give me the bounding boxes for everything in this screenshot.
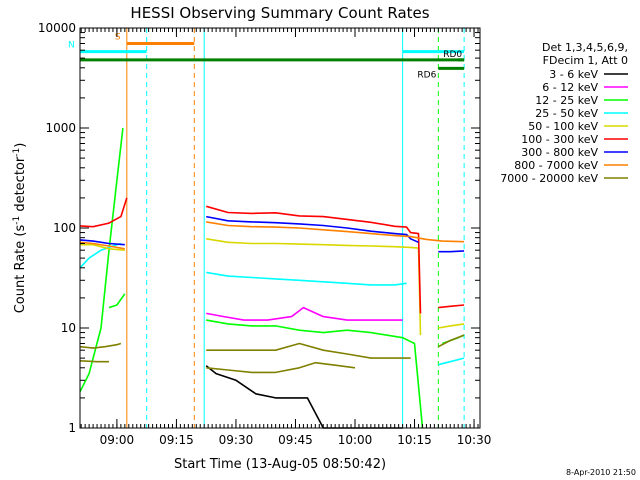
series-line (79, 197, 128, 228)
legend-label: 100 - 300 keV (521, 133, 598, 146)
legend: Det 1,3,4,5,6,9, FDecim 1, Att 0 3 - 6 k… (500, 41, 628, 185)
legend-label: 800 - 7000 keV (514, 159, 598, 172)
series-line (206, 238, 422, 336)
x-tick-label: 09:30 (219, 433, 254, 447)
y-axis-label-part1: Count Rate (s (13, 225, 28, 314)
legend-title-line-1: Det 1,3,4,5,6,9, (542, 41, 628, 54)
series-line (206, 306, 403, 321)
legend-label: 12 - 25 keV (535, 94, 598, 107)
series-line (79, 242, 122, 269)
series-line (437, 334, 465, 348)
series-line (438, 357, 465, 366)
x-axis-label: Start Time (13-Aug-05 08:50:42) (174, 457, 386, 472)
y-tick-label: 1000 (45, 121, 76, 135)
y-tick-label: 10000 (38, 21, 76, 35)
x-tick-label: 09:15 (159, 433, 194, 447)
legend-title-line-2: FDecim 1, Att 0 (543, 54, 628, 67)
series-line (438, 250, 465, 253)
series-line (438, 323, 465, 329)
x-tick-label: 09:00 (100, 433, 135, 447)
flag-bars: S N RD0 RD6 (68, 32, 465, 80)
series-line (206, 361, 356, 374)
y-tick-label: 1 (68, 421, 76, 435)
x-tick-label: 10:00 (338, 433, 373, 447)
series-line (206, 221, 465, 243)
x-tick-label: 09:45 (278, 433, 313, 447)
flag-label: RD0 (443, 50, 462, 60)
series-line (79, 239, 125, 246)
series-line (438, 304, 465, 309)
x-axis: 09:00 09:15 09:30 09:45 10:00 10:15 10:30 (80, 28, 492, 447)
series-line (206, 342, 411, 359)
x-tick-label: 10:15 (397, 433, 432, 447)
y-axis-label-sup2: -1 (12, 148, 22, 157)
x-tick-label: 10:30 (457, 433, 492, 447)
chart-title: HESSI Observing Summary Count Rates (130, 4, 429, 22)
legend-label: 7000 - 20000 keV (500, 172, 598, 185)
series-line (206, 271, 407, 286)
series-line (206, 319, 424, 429)
y-axis-label-part2: detector (13, 156, 28, 216)
y-axis-label-part3: ) (13, 143, 28, 148)
series-lines (79, 127, 465, 429)
legend-label: 50 - 100 keV (528, 120, 598, 133)
series-line (79, 127, 124, 393)
legend-label: 25 - 50 keV (535, 107, 598, 120)
flag-label: S (115, 32, 121, 42)
vertical-markers (79, 28, 465, 428)
series-line (79, 241, 125, 250)
y-axis-label-sup1: -1 (12, 216, 22, 225)
y-axis: 1 10 100 1000 10000 (38, 21, 480, 435)
series-line (205, 205, 422, 314)
legend-label: 6 - 12 keV (542, 81, 598, 94)
footer-date: 8-Apr-2010 21:50 (566, 468, 636, 477)
y-tick-label: 10 (61, 321, 76, 335)
series-line (108, 293, 126, 309)
series-line (79, 360, 109, 363)
y-axis-label: Count Rate (s-1 detector-1) (12, 143, 28, 314)
flag-label: N (68, 41, 75, 51)
series-line (79, 342, 122, 349)
series-line (80, 243, 125, 251)
y-tick-label: 100 (53, 221, 76, 235)
legend-label: 3 - 6 keV (549, 68, 598, 81)
flag-label: RD6 (417, 70, 436, 80)
series-line (206, 215, 419, 244)
legend-label: 300 - 800 keV (521, 146, 598, 159)
